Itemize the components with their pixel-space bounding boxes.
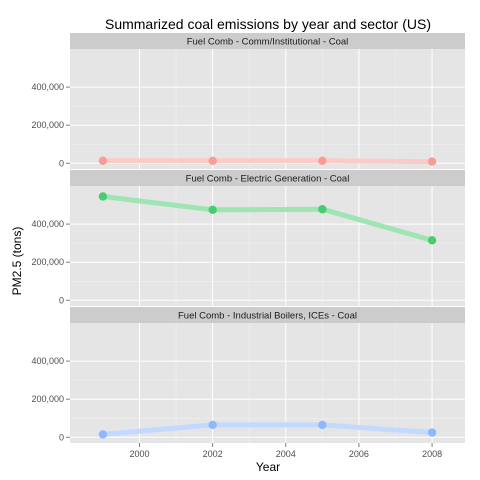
facet-strip-label: Fuel Comb - Comm/Institutional - Coal <box>187 37 349 48</box>
data-point <box>208 420 217 430</box>
x-tick-label: 2004 <box>276 449 296 459</box>
x-tick-label: 2000 <box>129 449 149 459</box>
y-tick-label: 400,000 <box>31 356 64 366</box>
facet-panels: Fuel Comb - Comm/Institutional - Coal 0 20… <box>31 33 465 443</box>
y-axis-title: PM2.5 (tons) <box>10 227 24 296</box>
x-axis-title: Year <box>256 460 280 474</box>
x-tick-label: 2002 <box>203 449 223 459</box>
y-tick-label: 200,000 <box>31 120 64 130</box>
x-tick-label: 2006 <box>349 449 369 459</box>
data-point <box>208 156 217 166</box>
facet-strip <box>70 33 465 49</box>
x-axis: 2000 2002 2004 2006 2008 <box>129 443 442 459</box>
data-point <box>318 205 327 214</box>
data-point <box>98 430 108 439</box>
facet-panel: Fuel Comb - Industrial Boilers, ICEs - C… <box>31 307 465 443</box>
data-point <box>427 428 437 437</box>
facet-panel: Fuel Comb - Electric Generation - Coal 0 2… <box>31 170 465 306</box>
panel-background <box>70 186 465 306</box>
data-point <box>98 156 108 166</box>
panel-background <box>70 49 465 169</box>
y-tick-label: 0 <box>59 295 64 305</box>
y-tick-label: 200,000 <box>31 257 64 267</box>
series-line <box>100 158 435 165</box>
data-point <box>427 157 437 166</box>
facet-strip-label: Fuel Comb - Industrial Boilers, ICEs - C… <box>178 311 357 322</box>
facet-strip <box>70 170 465 186</box>
y-tick-label: 0 <box>59 432 64 442</box>
y-tick-label: 400,000 <box>31 219 64 229</box>
data-point <box>427 236 437 245</box>
data-point <box>208 205 217 215</box>
facet-strip <box>70 307 465 323</box>
facet-panel: Fuel Comb - Comm/Institutional - Coal 0 20… <box>31 33 465 169</box>
chart-title: Summarized coal emissions by year and se… <box>105 16 431 32</box>
y-tick-label: 0 <box>59 158 64 168</box>
data-point <box>318 156 327 166</box>
series-line <box>100 422 435 437</box>
series-line <box>100 194 435 243</box>
x-tick-label: 2008 <box>422 449 442 459</box>
y-tick-label: 400,000 <box>31 82 64 92</box>
data-point <box>98 192 108 201</box>
data-point <box>318 420 327 430</box>
y-tick-label: 200,000 <box>31 394 64 404</box>
facet-strip-label: Fuel Comb - Electric Generation - Coal <box>186 174 350 185</box>
